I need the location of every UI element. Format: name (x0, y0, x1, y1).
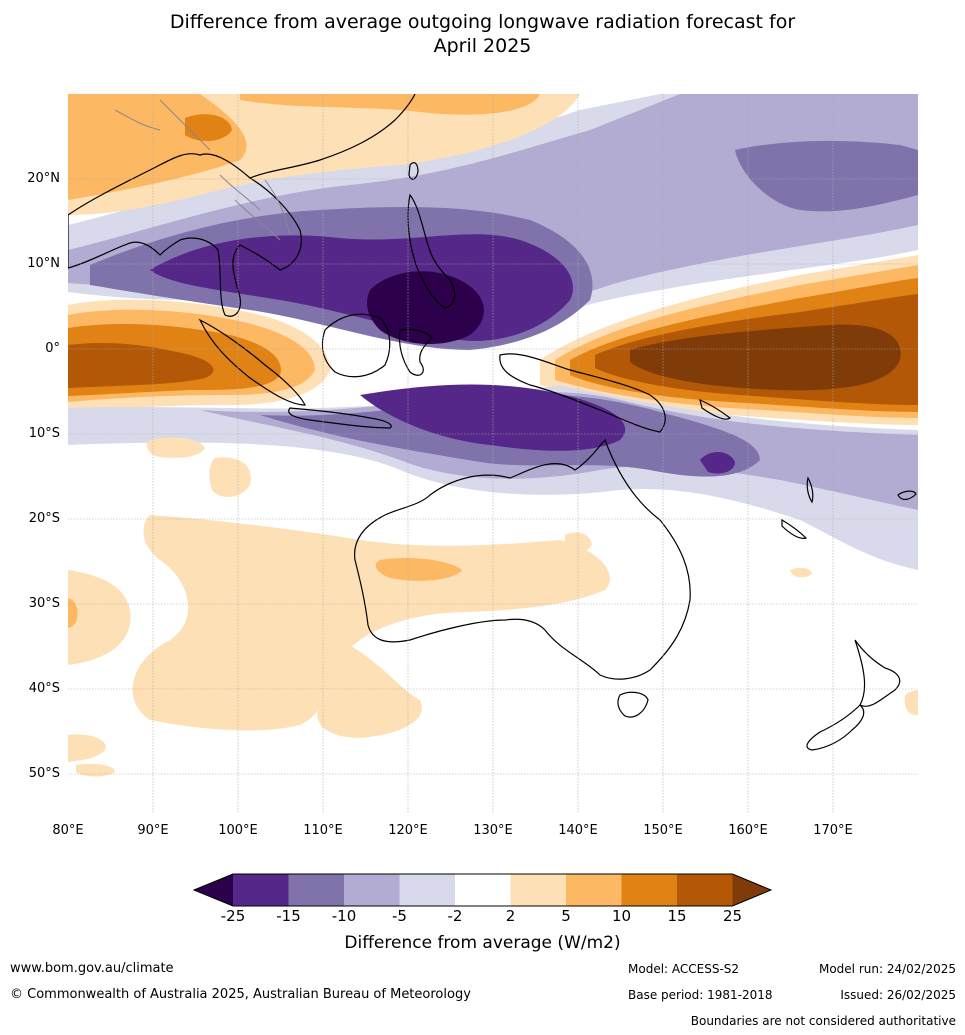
colorbar-tick-10: 25 (722, 907, 743, 925)
band-mid-purple-east (735, 140, 918, 212)
colorbar-tick-6: 2 (505, 907, 516, 925)
colorbar-swatch-1 (233, 874, 289, 906)
region-tan-coral (790, 567, 812, 578)
lon-label-90e: 90°E (137, 823, 169, 838)
colorbar-swatch-2 (288, 874, 344, 906)
region-orange-sw (68, 598, 78, 628)
region-tan-west-1 (146, 437, 205, 458)
colorbar-swatch-4 (399, 874, 455, 906)
coast-sulawesi (398, 328, 433, 376)
region-tan-australia-2 (317, 640, 422, 738)
region-tan-south-2 (76, 763, 115, 777)
colorbar-tick-4: -5 (392, 907, 407, 925)
colorbar-swatch-6 (510, 874, 566, 906)
lon-label-170e: 170°E (813, 823, 853, 838)
base-period: Base period: 1981-2018 (628, 988, 773, 1002)
region-tan-sw (68, 570, 131, 665)
coast-tasmania (617, 691, 649, 718)
map-title: Difference from average outgoing longwav… (0, 10, 965, 58)
boundaries-disclaimer: Boundaries are not considered authoritat… (690, 1014, 956, 1028)
copyright-text: © Commonwealth of Australia 2025, Austra… (10, 987, 471, 1002)
colorbar-swatch-9 (677, 874, 733, 906)
lon-label-130e: 130°E (473, 823, 513, 838)
coast-china-east (249, 94, 416, 179)
lat-label-20n: 20°N (27, 171, 60, 186)
region-deep-orange-nw (185, 114, 232, 142)
colorbar-tick-2: -15 (276, 907, 301, 925)
lat-label-0: 0° (45, 341, 60, 356)
colorbar-swatch-5 (455, 874, 511, 906)
lon-label-80e: 80°E (52, 823, 84, 838)
colorbar-tick-1: -25 (220, 907, 246, 925)
model-name: Model: ACCESS-S2 (628, 962, 740, 976)
coast-sumatra (198, 318, 306, 406)
title-line-1: Difference from average outgoing longwav… (169, 11, 796, 33)
coast-fiji (897, 490, 917, 500)
coast-philippines (407, 193, 456, 309)
lat-label-10s: 10°S (28, 426, 60, 441)
coast-nz-north (854, 639, 901, 707)
band-dark-purple-south (360, 384, 626, 451)
region-orange-nw-2 (240, 94, 540, 115)
coast-java (288, 407, 392, 429)
country-borders (114, 99, 291, 241)
region-tan-west-2 (209, 457, 251, 497)
coast-vanuatu (806, 476, 814, 504)
title-line-2: April 2025 (433, 35, 532, 57)
colorbar-title: Difference from average (W/m2) (344, 933, 621, 953)
lat-label-40s: 40°S (28, 681, 60, 696)
colorbar-swatch-8 (621, 874, 677, 906)
lon-label-140e: 140°E (558, 823, 598, 838)
colorbar-swatch-7 (566, 874, 622, 906)
lat-label-10n: 10°N (27, 256, 60, 271)
colorbar-tick-7: 5 (561, 907, 571, 925)
coast-new-guinea (499, 353, 666, 433)
lon-label-120e: 120°E (388, 823, 428, 838)
colorbar-tick-8: 10 (611, 907, 632, 925)
colorbar-tick-3: -10 (331, 907, 357, 925)
model-run-date: Model run: 24/02/2025 (818, 962, 956, 976)
coast-borneo (321, 313, 391, 378)
lon-label-100e: 100°E (218, 823, 258, 838)
issued-date: Issued: 26/02/2025 (840, 988, 956, 1002)
colorbar-outline (192, 873, 773, 907)
colorbar-tick-9: 15 (667, 907, 687, 925)
region-tan-australia (132, 515, 610, 731)
website-link[interactable]: www.bom.gov.au/climate (10, 961, 174, 976)
region-tan-nz (904, 690, 918, 716)
region-tan-pacific (565, 532, 592, 553)
coast-solomons (699, 398, 731, 420)
region-tan-south-1 (68, 734, 106, 762)
anomaly-field (68, 94, 918, 814)
region-orange-australia (375, 558, 462, 581)
coastlines (68, 94, 917, 751)
coast-taiwan (408, 162, 419, 180)
lon-label-110e: 110°E (303, 823, 343, 838)
colorbar-swatch-3 (344, 874, 400, 906)
lon-label-150e: 150°E (643, 823, 683, 838)
colorbar-extend-max (732, 874, 771, 906)
lat-label-30s: 30°S (28, 596, 60, 611)
lon-label-160e: 160°E (728, 823, 768, 838)
band-brown-west (68, 343, 214, 388)
colorbar-tick-5: -2 (447, 907, 463, 925)
lat-label-20s: 20°S (28, 511, 60, 526)
colorbar-extend-min (194, 874, 233, 906)
lat-label-50s: 50°S (28, 766, 60, 781)
coast-australia (354, 438, 691, 680)
band-dark-purple-spot (700, 451, 735, 474)
graticule (68, 94, 918, 814)
coast-new-caledonia (781, 518, 808, 539)
